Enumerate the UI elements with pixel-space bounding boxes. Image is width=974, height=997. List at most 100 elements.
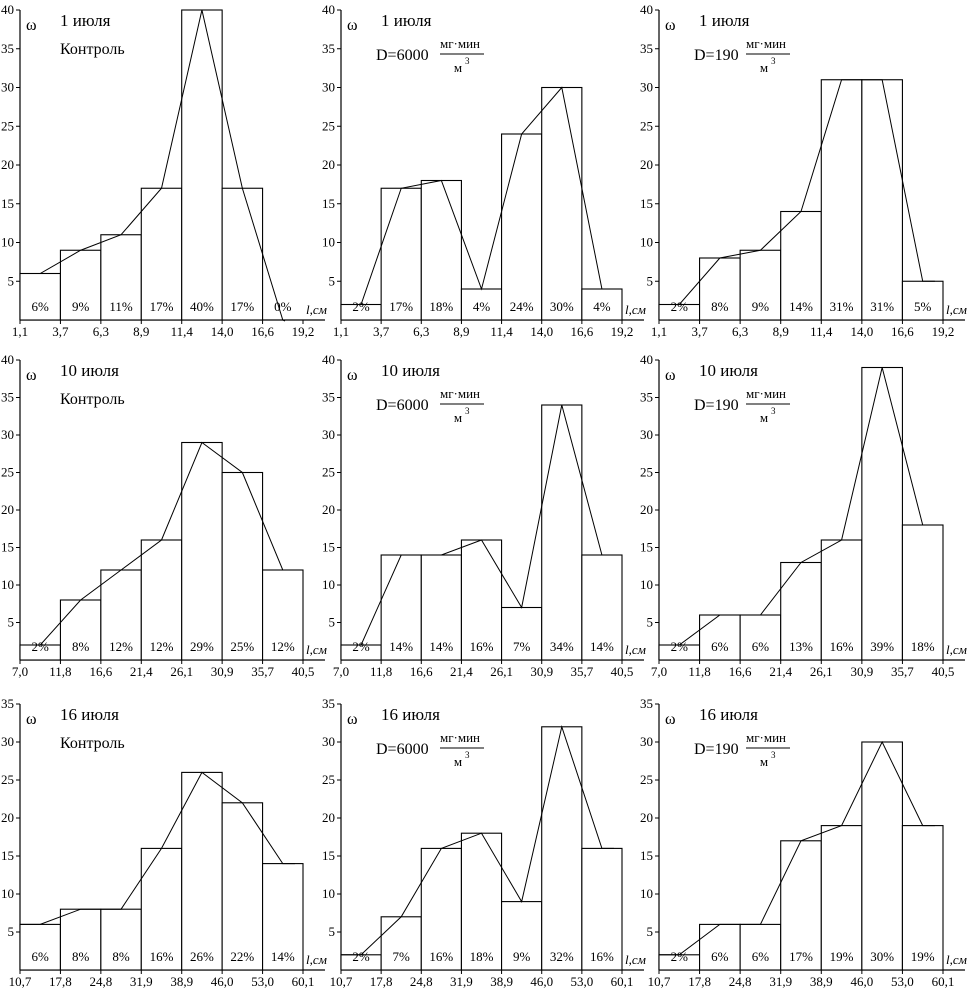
y-tick-label: 10 [322,577,335,592]
y-tick-label: 35 [640,696,653,711]
x-axis-unit-label: l,см [625,952,646,967]
bar-percent-label: 8% [72,949,90,964]
x-tick-label: 60,1 [292,974,315,989]
y-tick-label: 20 [1,810,14,825]
bar-percent-label: 30% [550,299,574,314]
y-tick-label: 15 [640,848,653,863]
x-tick-label: 8,9 [453,324,469,339]
bar [262,863,304,971]
dose-unit-numerator: мг·мин [746,386,786,401]
bar-percent-label: 17% [389,299,413,314]
x-tick-label: 11,8 [370,664,392,679]
panel-title: 1 июля [60,11,111,30]
bar-percent-label: 2% [352,639,370,654]
x-tick-label: 7,0 [333,664,349,679]
bar-percent-label: 17% [789,949,813,964]
x-tick-label: 19,2 [932,324,955,339]
panel-title: 10 июля [381,361,440,380]
dose-unit-exponent: 3 [465,56,470,66]
chart-panel-10-6000: 5 10 15 20 25 30 35 40 7,0 11,8 16,6 21,4 26,1 30,9 35… [322,352,646,679]
x-tick-label: 38,9 [810,974,833,989]
y-tick-label: 35 [640,41,653,56]
y-tick-label: 15 [640,540,653,555]
y-tick-label: 35 [322,41,335,56]
x-axis-unit-label: l,см [946,302,967,317]
y-tick-label: 20 [1,157,14,172]
bar-percent-label: 16% [830,639,854,654]
bar [581,554,623,661]
x-tick-label: 16,6 [729,664,752,679]
x-tick-label: 19,2 [611,324,634,339]
x-tick-label: 40,5 [611,664,634,679]
bar [820,825,863,971]
y-tick-label: 20 [640,502,653,517]
dose-unit-denominator: м [454,410,462,425]
x-tick-label: 40,5 [292,664,315,679]
y-tick-label: 5 [647,273,654,288]
bar-percent-label: 12% [150,639,174,654]
y-tick-label: 10 [640,577,653,592]
y-tick-label: 30 [322,734,335,749]
y-tick-label: 35 [1,696,14,711]
y-tick-label: 25 [640,772,653,787]
x-tick-label: 60,1 [932,974,955,989]
x-tick-label: 10,7 [9,974,32,989]
bar-percent-label: 2% [671,639,689,654]
x-axis-unit-label: l,см [306,302,327,317]
bar-percent-label: 8% [72,639,90,654]
frequency-polygon [341,404,614,646]
x-tick-label: 14,0 [850,324,873,339]
dose-label: D=6000 [376,741,429,758]
bar [581,288,623,321]
x-axis-unit-label: l,см [306,642,327,657]
x-tick-label: 24,8 [410,974,433,989]
bar-percent-label: 30% [870,949,894,964]
x-axis-unit-label: l,см [306,952,327,967]
bar [420,847,462,971]
y-tick-label: 10 [640,235,653,250]
y-tick-label: 40 [1,2,14,17]
panel-title: 16 июля [60,705,119,724]
y-tick-label: 15 [1,848,14,863]
bar-percent-label: 16% [590,949,614,964]
dose-label: D=6000 [376,47,429,64]
y-tick-label: 5 [647,924,654,939]
y-tick-label: 5 [329,615,336,630]
dose-unit-exponent: 3 [771,406,776,416]
y-tick-label: 15 [640,196,653,211]
dose-unit-numerator: мг·мин [746,36,786,51]
y-tick-label: 20 [640,810,653,825]
dose-unit-denominator: м [760,410,768,425]
y-tick-label: 30 [1,427,14,442]
x-tick-label: 24,8 [729,974,752,989]
bar-percent-label: 12% [109,639,133,654]
bar-percent-label: 5% [914,299,932,314]
x-tick-label: 24,8 [89,974,112,989]
y-tick-label: 40 [640,2,653,17]
bar [780,561,822,661]
bar [699,923,741,971]
y-tick-label: 5 [647,615,654,630]
bar [100,569,142,661]
bar [699,257,741,321]
bar [181,9,223,321]
dose-unit-exponent: 3 [771,750,776,760]
y-tick-label: 30 [1,734,14,749]
dose-unit-denominator: м [760,60,768,75]
bar [221,471,264,661]
y-axis-omega-label: ω [347,711,358,728]
y-tick-label: 10 [322,235,335,250]
frequency-polygon [659,79,935,305]
bar-percent-label: 14% [271,949,295,964]
bar [420,179,462,321]
bar [739,249,782,321]
y-tick-label: 40 [322,2,335,17]
y-tick-label: 5 [8,273,15,288]
y-axis-omega-label: ω [665,367,676,384]
y-tick-label: 35 [640,390,653,405]
x-tick-label: 11,4 [171,324,194,339]
x-tick-label: 31,9 [769,974,792,989]
x-tick-label: 17,8 [370,974,393,989]
bar [380,554,422,661]
